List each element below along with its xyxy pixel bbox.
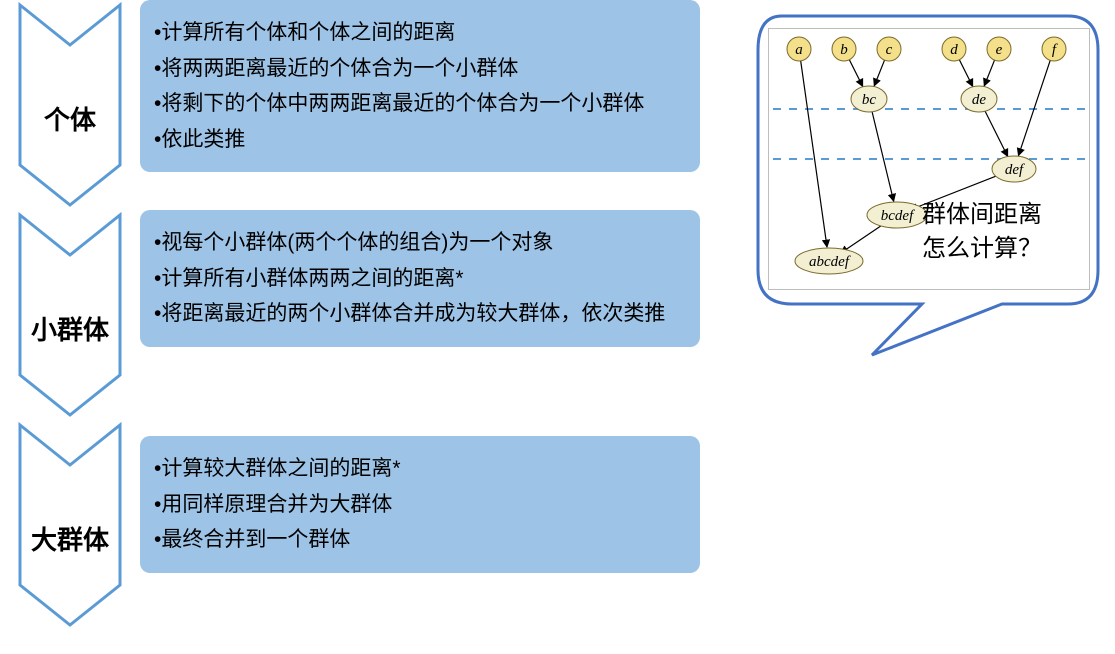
chevron-3: 大群体 <box>10 420 130 620</box>
svg-text:de: de <box>972 92 987 108</box>
svg-text:bcdef: bcdef <box>881 208 915 224</box>
bullet-text: •将剩下的个体中两两距离最近的个体合为一个小群体 <box>154 87 690 121</box>
chevron-1-label: 个体 <box>10 100 130 137</box>
svg-text:abcdef: abcdef <box>809 254 851 270</box>
bullet-text: •计算所有小群体两两之间的距离* <box>154 262 690 296</box>
svg-text:c: c <box>886 42 893 58</box>
page-root: 个体 小群体 大群体 •计算所有个体和个体之间的距离 •将两两距离最近的个体合为… <box>0 0 1115 654</box>
bullet-text: •计算较大群体之间的距离* <box>154 452 690 486</box>
callout-line2: 怎么计算？ <box>922 235 1042 262</box>
svg-text:e: e <box>996 42 1003 58</box>
svg-text:d: d <box>950 42 958 58</box>
bullet-text: •用同样原理合并为大群体 <box>154 488 690 522</box>
bullet-text: •最终合并到一个群体 <box>154 523 690 557</box>
svg-text:b: b <box>840 42 848 58</box>
svg-text:def: def <box>1005 162 1025 178</box>
callout-question: 群体间距离 怎么计算？ <box>922 198 1042 265</box>
bubble-1: •计算所有个体和个体之间的距离 •将两两距离最近的个体合为一个小群体 •将剩下的… <box>140 0 700 172</box>
bubble-3: •计算较大群体之间的距离* •用同样原理合并为大群体 •最终合并到一个群体 <box>140 436 700 573</box>
bubble-2: •视每个小群体(两个个体的组合)为一个对象 •计算所有小群体两两之间的距离* •… <box>140 210 700 347</box>
bullet-text: •将距离最近的两个小群体合并成为较大群体，依次类推 <box>154 297 690 331</box>
bullet-text: •视每个小群体(两个个体的组合)为一个对象 <box>154 226 690 260</box>
chevron-2-label: 小群体 <box>10 310 130 347</box>
callout-line1: 群体间距离 <box>922 201 1042 228</box>
bullet-text: •依此类推 <box>154 123 690 157</box>
chevron-3-label: 大群体 <box>10 520 130 557</box>
bullet-text: •将两两距离最近的个体合为一个小群体 <box>154 52 690 86</box>
bullet-text: •计算所有个体和个体之间的距离 <box>154 16 690 50</box>
svg-text:bc: bc <box>862 92 877 108</box>
chevron-2: 小群体 <box>10 210 130 410</box>
callout-bubble: abcdefbcdedefbcdefabcdef 群体间距离 怎么计算？ <box>752 10 1104 370</box>
chevron-1: 个体 <box>10 0 130 200</box>
svg-text:a: a <box>795 42 803 58</box>
